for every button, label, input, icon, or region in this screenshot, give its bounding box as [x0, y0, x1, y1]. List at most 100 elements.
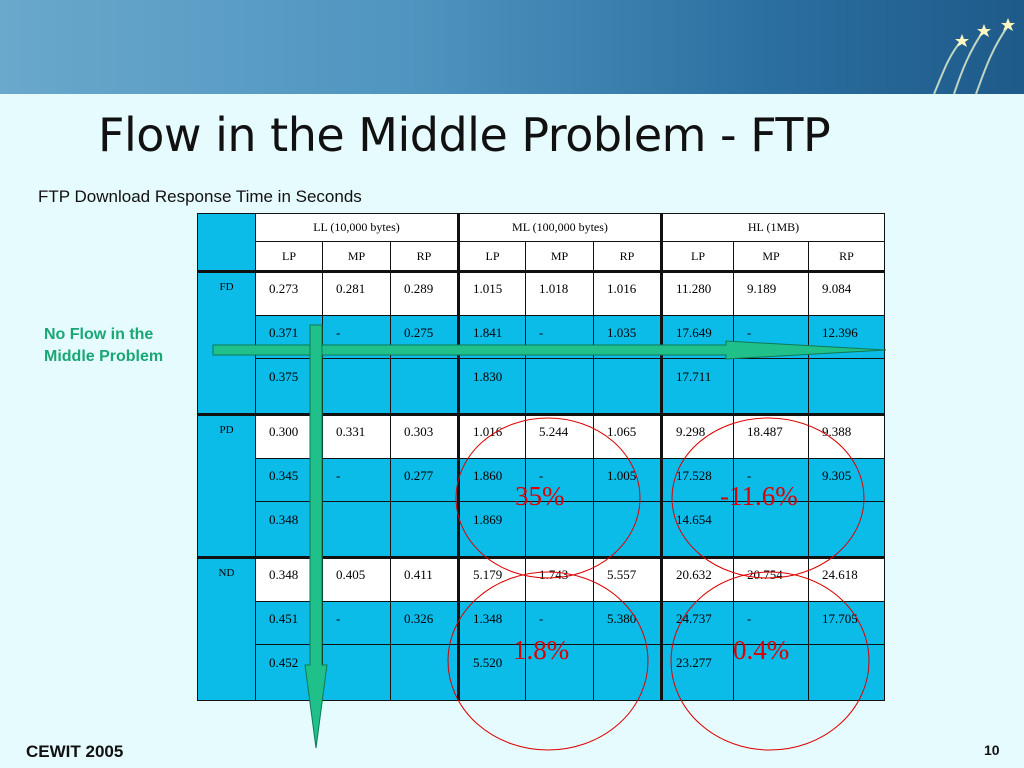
slide-title: Flow in the Middle Problem - FTP: [98, 108, 831, 162]
subheader-cell: MP: [525, 241, 594, 272]
table-cell: 1.015: [457, 270, 526, 316]
table-cell: [593, 501, 662, 558]
table-cell: 0.345: [255, 458, 323, 502]
header-banner: [0, 0, 1024, 94]
table-cell: 5.557: [593, 556, 662, 602]
table-cell: 20.754: [733, 556, 809, 602]
table-cell: 5.244: [525, 413, 594, 459]
row-label-nd: ND: [197, 556, 256, 701]
table-cell: 11.280: [660, 270, 734, 316]
table-cell: 1.035: [593, 315, 662, 359]
table-cell: [322, 501, 391, 558]
table-cell: 0.281: [322, 270, 391, 316]
table-cell: 1.016: [457, 413, 526, 459]
table-cell: 1.016: [593, 270, 662, 316]
pct-label-pd-ml: 35%: [515, 481, 565, 511]
table-cell: [593, 644, 662, 701]
table-cell: 0.277: [390, 458, 459, 502]
table-cell: 1.018: [525, 270, 594, 316]
table-cell: 0.348: [255, 556, 323, 602]
table-cell: -: [733, 315, 809, 359]
table-cell: 9.084: [808, 270, 885, 316]
table-cell: 0.303: [390, 413, 459, 459]
table-caption: FTP Download Response Time in Seconds: [38, 187, 362, 206]
footer-org: CEWIT 2005: [26, 742, 124, 761]
table-cell: 24.618: [808, 556, 885, 602]
table-cell: 0.300: [255, 413, 323, 459]
table-cell: 1.743: [525, 556, 594, 602]
subheader-cell: RP: [390, 241, 459, 272]
table-cell: -: [322, 315, 391, 359]
group-header-ll: LL (10,000 bytes): [255, 213, 459, 242]
table-cell: 0.326: [390, 601, 459, 645]
group-header-ml: ML (100,000 bytes): [457, 213, 662, 242]
table-cell: 1.005: [593, 458, 662, 502]
pct-label-nd-hl: 0.4%: [733, 635, 790, 665]
no-flow-label-line1: No Flow in the: [44, 326, 154, 343]
table-cell: 0.375: [255, 358, 323, 415]
table-cell: [808, 501, 885, 558]
table-cell: 0.451: [255, 601, 323, 645]
subheader-cell: RP: [593, 241, 662, 272]
pct-label-pd-hl: -11.6%: [720, 481, 798, 511]
subheader-cell: LP: [457, 241, 526, 272]
table-cell: 20.632: [660, 556, 734, 602]
table-cell: 12.396: [808, 315, 885, 359]
table-cell: 23.277: [660, 644, 734, 701]
table-cell: 17.705: [808, 601, 885, 645]
table-cell: 0.452: [255, 644, 323, 701]
row-label-fd: FD: [197, 270, 256, 415]
page-number: 10: [984, 742, 1000, 758]
table-cell: 1.830: [457, 358, 526, 415]
no-flow-label-line2: Middle Problem: [44, 348, 164, 365]
table-cell: [390, 644, 459, 701]
table-cell: [733, 358, 809, 415]
table-cell: [808, 358, 885, 415]
table-cell: [390, 358, 459, 415]
table-cell: 5.380: [593, 601, 662, 645]
table-cell: 0.348: [255, 501, 323, 558]
subheader-cell: MP: [322, 241, 391, 272]
table-row: FD 0.273 0.281 0.289 1.015 1.018 1.016 1…: [197, 270, 885, 415]
subheader-cell: LP: [660, 241, 734, 272]
table-cell: [322, 358, 391, 415]
table-row: 0.375 1.830 17.711: [198, 358, 885, 415]
table-row: 0.371 - 0.275 1.841 - 1.035 17.649 - 12.…: [198, 315, 885, 359]
table-cell: [593, 358, 662, 415]
subheader-cell: RP: [808, 241, 885, 272]
table-cell: 0.275: [390, 315, 459, 359]
table-cell: 9.189: [733, 270, 809, 316]
table-cell: 0.331: [322, 413, 391, 459]
row-label-pd: PD: [197, 413, 256, 558]
table-cell: 5.179: [457, 556, 526, 602]
no-flow-label: No Flow in the Middle Problem: [44, 324, 163, 368]
pct-label-nd-ml: 1.8%: [513, 635, 570, 665]
table-row: ND 0.348 0.405 0.411 5.179 1.743 5.557 2…: [197, 556, 885, 701]
table-cell: 17.711: [660, 358, 734, 415]
subheader-cell: MP: [733, 241, 809, 272]
table-cell: [390, 501, 459, 558]
group-header-hl: HL (1MB): [660, 213, 885, 242]
table-cell: 0.371: [255, 315, 323, 359]
table-cell: 9.298: [660, 413, 734, 459]
response-time-table: LL (10,000 bytes) ML (100,000 bytes) HL …: [197, 213, 885, 701]
shooting-stars-icon: [933, 18, 1015, 94]
table-cell: 18.487: [733, 413, 809, 459]
subheader-cell: LP: [255, 241, 323, 272]
table-cell: 9.388: [808, 413, 885, 459]
table-corner: [197, 213, 256, 272]
table-cell: 0.289: [390, 270, 459, 316]
table-cell: 1.065: [593, 413, 662, 459]
table-cell: [808, 644, 885, 701]
table-cell: -: [322, 458, 391, 502]
table-cell: [322, 644, 391, 701]
table-cell: 24.737: [660, 601, 734, 645]
table-cell: 9.305: [808, 458, 885, 502]
table-cell: 0.411: [390, 556, 459, 602]
table-cell: 0.405: [322, 556, 391, 602]
table-cell: -: [525, 315, 594, 359]
table-row: PD 0.300 0.331 0.303 1.016 5.244 1.065 9…: [197, 413, 885, 558]
table-cell: 1.841: [457, 315, 526, 359]
table-cell: 0.273: [255, 270, 323, 316]
table-cell: -: [322, 601, 391, 645]
